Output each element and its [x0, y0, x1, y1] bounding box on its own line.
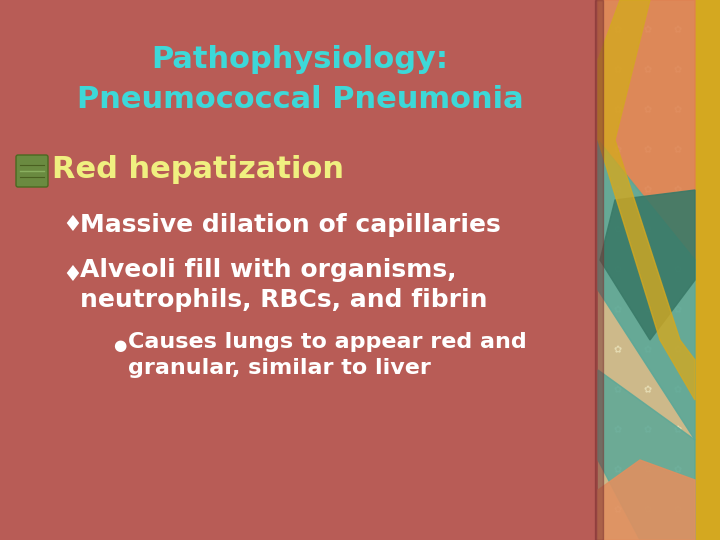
Text: ✿: ✿: [674, 185, 682, 195]
Text: ✿: ✿: [644, 265, 652, 275]
Text: ✿: ✿: [614, 225, 622, 235]
Text: ✿: ✿: [644, 385, 652, 395]
FancyBboxPatch shape: [16, 155, 48, 187]
Text: ✿: ✿: [644, 465, 652, 475]
Text: ✿: ✿: [674, 385, 682, 395]
Text: Massive dilation of capillaries: Massive dilation of capillaries: [80, 213, 500, 237]
Text: ✿: ✿: [674, 505, 682, 515]
Text: ✿: ✿: [614, 425, 622, 435]
Text: ✿: ✿: [644, 65, 652, 75]
Text: ●: ●: [113, 338, 126, 353]
Text: ✿: ✿: [614, 25, 622, 35]
Text: neutrophils, RBCs, and fibrin: neutrophils, RBCs, and fibrin: [80, 288, 487, 312]
Text: ✿: ✿: [674, 425, 682, 435]
Text: ✿: ✿: [674, 145, 682, 155]
Text: ✿: ✿: [614, 505, 622, 515]
Text: Red hepatization: Red hepatization: [52, 156, 344, 185]
Text: ✿: ✿: [674, 465, 682, 475]
Text: ✿: ✿: [674, 65, 682, 75]
Polygon shape: [598, 0, 695, 260]
Text: ✿: ✿: [644, 25, 652, 35]
Text: ✿: ✿: [614, 305, 622, 315]
Text: ✿: ✿: [614, 65, 622, 75]
Text: ✿: ✿: [614, 385, 622, 395]
Bar: [695, 0, 720, 540]
Text: ✿: ✿: [674, 305, 682, 315]
Text: Pneumococcal Pneumonia: Pneumococcal Pneumonia: [77, 85, 523, 114]
Text: ✿: ✿: [614, 105, 622, 115]
Text: ✿: ✿: [674, 265, 682, 275]
Text: ✿: ✿: [674, 105, 682, 115]
Text: ✿: ✿: [614, 465, 622, 475]
Text: ✿: ✿: [674, 225, 682, 235]
Text: ✿: ✿: [674, 25, 682, 35]
Text: ✿: ✿: [614, 145, 622, 155]
Text: ✿: ✿: [614, 185, 622, 195]
Text: ♦: ♦: [62, 215, 82, 235]
Text: ✿: ✿: [614, 265, 622, 275]
Polygon shape: [600, 190, 695, 340]
Text: Alveoli fill with organisms,: Alveoli fill with organisms,: [80, 258, 456, 282]
Text: ✿: ✿: [644, 425, 652, 435]
Text: ✿: ✿: [644, 225, 652, 235]
Text: ✿: ✿: [644, 185, 652, 195]
Text: ♦: ♦: [62, 265, 82, 285]
Bar: [595, 0, 603, 540]
Text: ✿: ✿: [644, 105, 652, 115]
Polygon shape: [598, 460, 695, 540]
Text: ✿: ✿: [644, 145, 652, 155]
Text: granular, similar to liver: granular, similar to liver: [128, 358, 431, 378]
Text: ✿: ✿: [674, 345, 682, 355]
Polygon shape: [598, 0, 695, 400]
Text: Pathophysiology:: Pathophysiology:: [151, 45, 449, 75]
Text: Causes lungs to appear red and: Causes lungs to appear red and: [128, 332, 527, 352]
Bar: [598, 0, 698, 540]
Text: ✿: ✿: [644, 305, 652, 315]
Polygon shape: [598, 370, 695, 540]
Text: ✿: ✿: [644, 345, 652, 355]
Text: ✿: ✿: [614, 345, 622, 355]
Text: ✿: ✿: [644, 505, 652, 515]
Polygon shape: [598, 140, 695, 440]
